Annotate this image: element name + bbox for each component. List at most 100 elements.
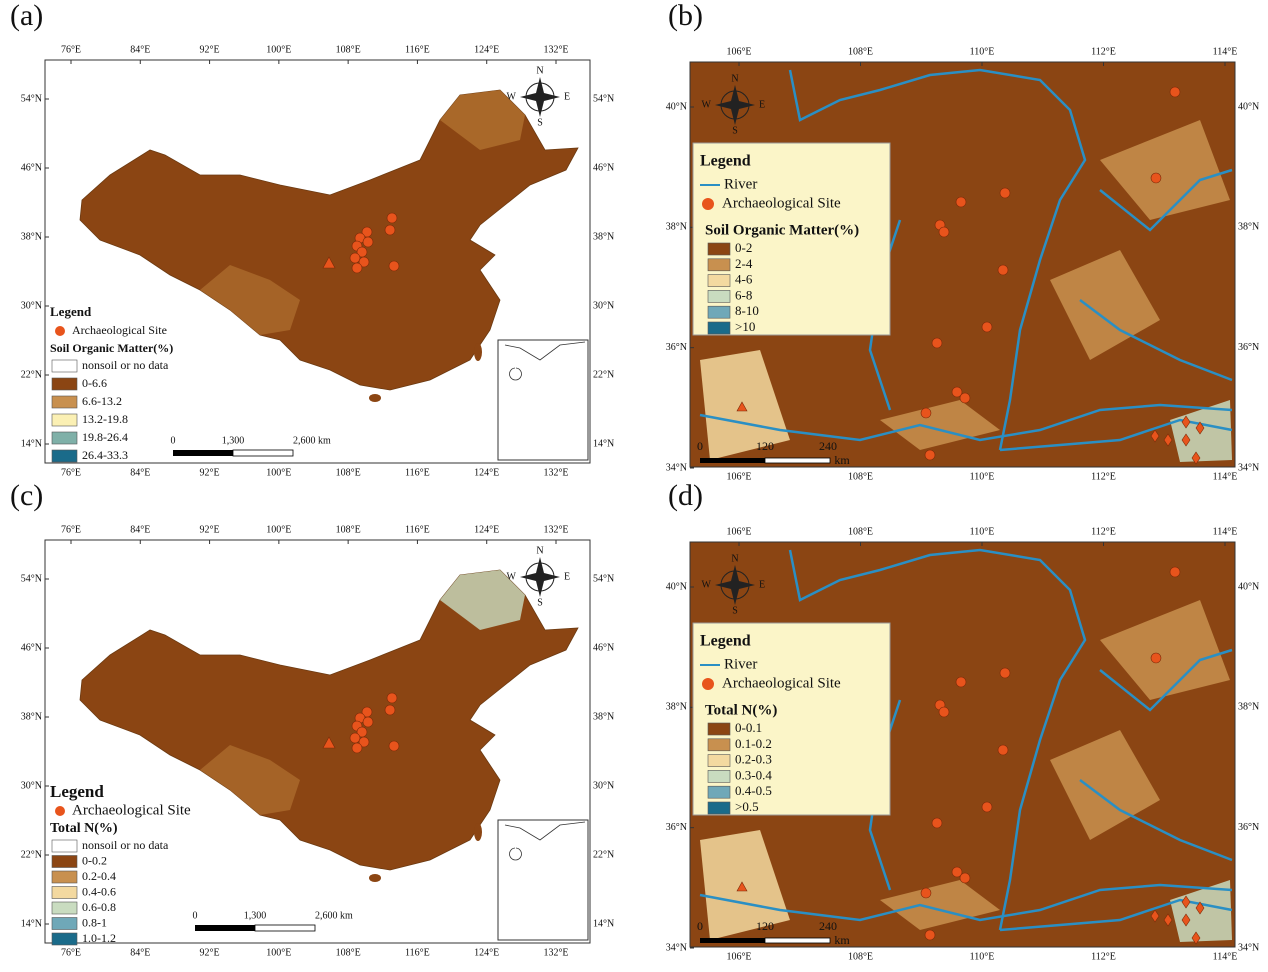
legend-swatch	[707, 274, 731, 287]
legend-swatch	[51, 855, 78, 868]
lat-tick-label: 40°N	[666, 581, 687, 592]
compass-star	[715, 565, 755, 605]
lon-tick-label: 116°E	[405, 467, 430, 478]
legend-swatch	[707, 801, 731, 815]
lat-tick-label: 40°N	[1238, 581, 1259, 592]
archaeological-site	[924, 449, 936, 461]
scale-bar-white	[764, 457, 831, 464]
lon-tick-label: 110°E	[970, 471, 995, 482]
lat-tick-label: 38°N	[593, 231, 614, 242]
scale-bar-white	[254, 924, 316, 932]
archaeological-site	[362, 236, 374, 248]
lat-tick-label: 30°N	[21, 300, 42, 311]
lon-tick-label: 100°E	[266, 44, 291, 55]
legend-swatch	[51, 431, 78, 445]
lat-tick-label: 38°N	[666, 702, 687, 713]
archaeological-site	[981, 801, 993, 813]
lon-tick-label: 106°E	[726, 46, 751, 57]
lon-tick-label: 108°E	[848, 951, 873, 962]
legend-box	[692, 622, 891, 816]
archaeological-site	[1150, 652, 1162, 664]
lat-tick-label: 54°N	[593, 573, 614, 584]
legend-class-label: 0.3-0.4	[735, 767, 772, 782]
legend-class-label: 1.0-1.2	[82, 931, 116, 945]
archaeological-site	[955, 676, 967, 688]
legend-swatch	[51, 413, 78, 427]
archaeological-site	[384, 224, 396, 236]
river	[1099, 168, 1233, 232]
hainan	[369, 874, 381, 882]
lat-tick-label: 34°N	[666, 942, 687, 953]
archaeological-site	[358, 256, 370, 268]
taiwan	[474, 343, 482, 361]
archaeological-site	[736, 881, 748, 892]
legend-class-label: 26.4-33.3	[82, 448, 128, 462]
legend-class-label: 8-10	[735, 303, 759, 318]
compass-letter: W	[507, 571, 517, 582]
legend-swatch	[51, 917, 78, 930]
lon-tick-label: 100°E	[266, 947, 291, 958]
soil-patch	[1100, 120, 1230, 220]
archaeological-site	[924, 929, 936, 941]
compass-letter: S	[732, 605, 738, 616]
scale-label: km	[834, 933, 850, 947]
legend-title: Legend	[700, 153, 751, 170]
archaeological-site	[955, 196, 967, 208]
archaeological-site	[981, 321, 993, 333]
lon-tick-label: 114°E	[1213, 46, 1238, 57]
scale-bar-white	[764, 937, 831, 944]
legend-class-label: 2-4	[735, 256, 753, 271]
archaeological-site	[1181, 913, 1191, 927]
legend-class-label: 13.2-19.8	[82, 412, 128, 426]
archaeological-site	[1150, 909, 1160, 923]
lat-tick-label: 38°N	[1238, 702, 1259, 713]
river	[999, 418, 1233, 452]
legend-swatch	[707, 770, 731, 783]
legend-class-title: Soil Organic Matter(%)	[50, 341, 173, 355]
legend-class-label: 19.8-26.4	[82, 430, 128, 444]
legend-swatch	[51, 449, 78, 463]
legend-swatch	[51, 886, 78, 899]
lighter-region	[200, 745, 300, 815]
archaeological-site	[1195, 901, 1205, 915]
legend-swatch	[51, 932, 78, 946]
lon-tick-label: 84°E	[130, 467, 150, 478]
scale-label: 120	[756, 919, 774, 933]
lat-tick-label: 38°N	[1238, 222, 1259, 233]
compass-star	[520, 77, 560, 117]
compass-star	[715, 85, 755, 125]
lat-tick-label: 40°N	[666, 101, 687, 112]
legend-class-label: 0.8-1	[82, 915, 107, 929]
legend-swatch	[51, 901, 78, 915]
archaeological-site	[1181, 415, 1191, 429]
lon-tick-label: 110°E	[970, 951, 995, 962]
lon-tick-label: 108°E	[336, 947, 361, 958]
legend-river: River	[724, 656, 757, 672]
panel: (d) 106°E 106°E 108°E 108°E 110°E 110°E 112°E 11…	[666, 479, 1259, 962]
lat-tick-label: 22°N	[593, 849, 614, 860]
panel-label: (c)	[10, 479, 43, 512]
scale-label: 0	[171, 435, 176, 446]
legend-site-marker	[702, 198, 714, 210]
inset	[497, 339, 589, 461]
legend-site-marker	[702, 678, 714, 690]
compass-letter: W	[702, 579, 712, 590]
legend-class-label: 0.4-0.6	[82, 884, 116, 898]
lon-tick-label: 76°E	[61, 44, 81, 55]
scale-label: 0	[193, 910, 198, 921]
legend-swatch	[707, 785, 731, 799]
lon-tick-label: 110°E	[970, 46, 995, 57]
scale-bar-black	[700, 938, 765, 943]
compass-letter: S	[537, 597, 543, 608]
lon-tick-label: 116°E	[405, 524, 430, 535]
lat-tick-label: 38°N	[593, 711, 614, 722]
compass-letter: W	[507, 91, 517, 102]
archaeological-site	[1181, 895, 1191, 909]
legend-swatch	[707, 305, 731, 319]
inset-coast	[504, 341, 586, 381]
lon-tick-label: 92°E	[200, 44, 220, 55]
river	[1079, 299, 1233, 382]
lat-tick-label: 22°N	[593, 369, 614, 380]
lat-tick-label: 46°N	[593, 162, 614, 173]
lat-tick-label: 40°N	[1238, 101, 1259, 112]
